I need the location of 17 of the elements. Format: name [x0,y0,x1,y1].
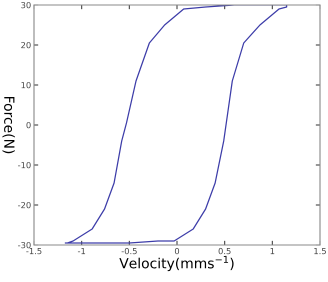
y-axis-title: Force(N) [2,96,15,154]
x-tick-label: -1 [78,248,86,254]
x-tick-label: 1 [270,248,274,254]
y-tick-label: 0 [26,122,31,128]
x-tick-label: -1.5 [26,248,42,254]
x-tick-label: -0.5 [122,248,137,254]
x-axis-title: Velocity(mms$^{−1}$) [119,256,234,272]
x-tick-label: 0.5 [218,248,231,254]
line-series [64,5,288,244]
y-tick-label: -20 [18,202,31,208]
y-tick-label: 10 [22,82,31,88]
y-tick-label: 30 [21,2,31,8]
x-tick-label: 0 [174,248,180,254]
y-tick-label: -10 [18,162,31,168]
y-tick-label: 20 [21,42,31,48]
y-tick-label: -30 [18,242,31,248]
x-tick-label: 1.5 [314,248,326,254]
